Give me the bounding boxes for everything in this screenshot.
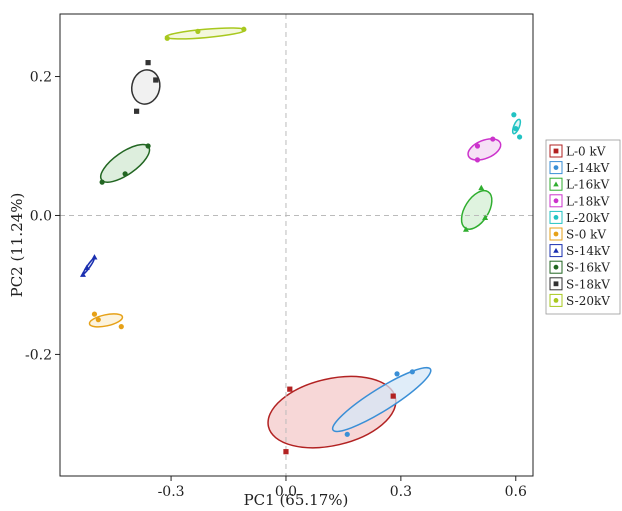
x-tick-label: -0.3 <box>158 484 185 500</box>
point-s-20kv <box>164 35 170 41</box>
legend-marker-l-0kv <box>553 148 559 154</box>
axis-ticks: -0.3 0.0 0.3 0.6 -0.2 0.0 0.2 <box>25 70 527 500</box>
y-axis-title: PC2 (11.24%) <box>8 193 26 298</box>
reference-lines <box>60 14 533 476</box>
point-l-18kv <box>490 136 496 142</box>
point-s-18kv <box>153 77 159 83</box>
point-s-14kv <box>79 271 86 277</box>
y-tick-label: 0.0 <box>30 208 52 224</box>
confidence-ellipses <box>82 27 522 449</box>
legend: L-0 kV L-14kV L-16kV L-18kV L-20kV S-0 kV S-14… <box>545 139 621 315</box>
x-axis-title: PC1 (65.17%) <box>244 491 349 509</box>
point-l-20kv <box>511 112 517 118</box>
legend-label-l-0kv: L-0 kV <box>566 145 606 159</box>
point-l-20kv <box>516 134 523 140</box>
point-s-20kv <box>195 28 201 34</box>
point-s-20kv <box>241 26 247 32</box>
legend-label-l-18kv: L-18kV <box>566 194 610 208</box>
ellipse-l-14kv <box>331 366 432 433</box>
data-points <box>79 26 523 455</box>
legend-marker-s-16kv <box>553 264 559 270</box>
legend-label-s-0kv: S-0 kV <box>566 228 606 242</box>
legend-marker-l-18kv <box>553 198 559 204</box>
ellipse-s-20kv <box>164 27 247 40</box>
point-s-0kv <box>95 317 101 323</box>
ellipse-l-16kv <box>460 189 493 230</box>
point-l-0kv <box>390 393 396 399</box>
legend-label-l-20kv: L-20kV <box>566 211 610 225</box>
point-s-0kv <box>118 324 124 330</box>
x-tick-label: 0.0 <box>275 484 297 500</box>
ellipse-s-0kv <box>88 313 124 328</box>
legend-marker-l-16kv <box>553 181 559 187</box>
point-l-14kv <box>409 369 415 375</box>
legend-marker-s-18kv <box>553 281 559 287</box>
point-s-18kv <box>145 60 151 66</box>
point-l-18kv <box>474 157 481 163</box>
legend-marker-l-20kv <box>553 215 559 220</box>
point-l-20kv <box>513 126 519 132</box>
ellipse-s-14kv <box>82 257 95 275</box>
point-l-16kv <box>462 226 469 232</box>
legend-label-l-14kv: L-14kV <box>566 161 610 175</box>
legend-label-s-18kv: S-18kV <box>566 277 610 291</box>
point-s-16kv <box>145 143 151 149</box>
legend-label-l-16kv: L-16kV <box>566 178 610 192</box>
x-tick-label: 0.3 <box>390 484 412 500</box>
x-tick-label: 0.6 <box>505 484 527 500</box>
point-s-18kv <box>133 108 140 114</box>
ellipse-s-18kv <box>130 69 161 105</box>
legend-label-s-16kv: S-16kV <box>566 261 610 275</box>
legend-marker-s-14kv <box>553 247 559 253</box>
point-l-0kv <box>283 449 289 455</box>
legend-label-s-20kv: S-20kV <box>566 294 610 308</box>
y-tick-label: 0.2 <box>30 70 52 86</box>
legend-marker-s-20kv <box>553 298 559 303</box>
legend-label-s-14kv: S-14kV <box>566 244 610 258</box>
legend-marker-s-0kv <box>553 231 559 237</box>
point-s-16kv <box>122 171 128 177</box>
y-tick-label: -0.2 <box>25 347 52 363</box>
legend-marker-l-14kv <box>553 165 559 171</box>
point-l-18kv <box>474 143 481 149</box>
point-l-0kv <box>287 386 293 392</box>
ellipse-l-18kv <box>467 138 502 161</box>
point-l-14kv <box>394 371 400 377</box>
point-l-16kv <box>482 214 489 220</box>
point-s-0kv <box>91 311 98 317</box>
point-s-16kv <box>99 179 105 185</box>
point-s-14kv <box>91 254 98 260</box>
point-l-16kv <box>478 184 485 191</box>
point-s-14kv <box>83 264 90 270</box>
point-l-14kv <box>344 431 350 437</box>
plot-frame <box>59 13 534 477</box>
